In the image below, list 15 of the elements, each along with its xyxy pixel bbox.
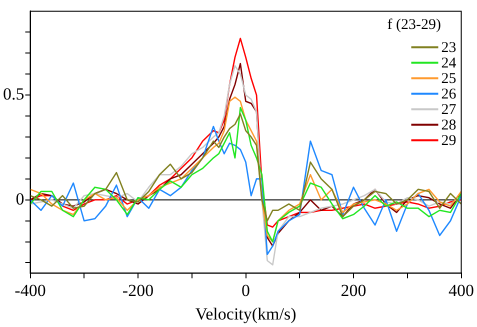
- legend-label: 28: [441, 118, 456, 134]
- legend-label: 23: [441, 40, 456, 56]
- x-tick-label: -400: [14, 280, 46, 300]
- legend-label: 25: [441, 71, 456, 88]
- legend-label: 29: [441, 133, 456, 150]
- x-tick-label: 200: [340, 280, 366, 300]
- legend-label: 26: [441, 86, 457, 103]
- y-tick-label: 0.5: [3, 84, 24, 104]
- legend-title: f (23-29): [387, 17, 441, 34]
- x-tick-label: -200: [122, 280, 154, 300]
- legend-label: 27: [441, 102, 457, 118]
- x-tick-label: 0: [242, 280, 250, 300]
- legend-label: 24: [441, 56, 457, 72]
- x-axis-title: Velocity(km/s): [195, 304, 296, 324]
- x-tick-label: 400: [448, 280, 474, 300]
